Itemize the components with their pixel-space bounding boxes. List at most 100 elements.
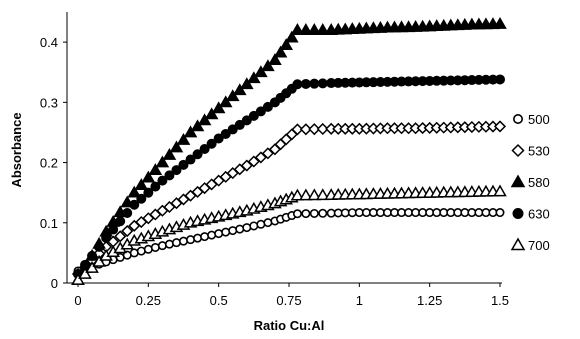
series-630-point: [185, 154, 196, 165]
series-580-point: [218, 95, 233, 108]
series-530-point: [254, 151, 267, 164]
series-580-point: [225, 89, 240, 102]
series-630-point: [136, 193, 147, 204]
series-630-point: [213, 133, 224, 144]
series-580-point: [268, 53, 282, 66]
series-580-point: [273, 45, 288, 58]
series-500-point: [193, 233, 203, 243]
series-580-point: [155, 155, 170, 168]
series-580-point: [232, 83, 247, 96]
series-500-point: [207, 230, 217, 240]
series-630-point: [178, 159, 189, 170]
series-700-point: [85, 260, 99, 273]
x-tick-label: 1.25: [417, 293, 442, 308]
series-580-point: [134, 178, 149, 191]
series-700-point: [493, 184, 507, 197]
series-530-point: [121, 224, 134, 238]
series-500-point: [301, 209, 311, 219]
legend-item: 630: [512, 207, 550, 222]
data-series: [71, 17, 507, 285]
series-500-point: [309, 208, 319, 218]
y-tick-label: 0.4: [40, 35, 58, 50]
series-500-point: [228, 226, 238, 236]
y-tick-label: 0.1: [40, 216, 58, 231]
series-630-point: [300, 78, 311, 89]
series-580-point: [148, 163, 163, 175]
series-630-point: [255, 106, 266, 117]
y-tick-labels: 0 0.1 0.2 0.3 0.4: [40, 35, 67, 291]
series-580-point: [176, 132, 191, 145]
series-530-point: [261, 147, 274, 160]
series-580-point: [197, 113, 212, 126]
series-530-point: [308, 123, 321, 136]
series-500-point: [221, 227, 231, 237]
y-tick-label: 0.2: [40, 156, 58, 171]
legend-marker: [511, 143, 525, 158]
series-630-point: [164, 170, 175, 181]
legend-label: 700: [528, 238, 550, 253]
series-630-point: [94, 241, 105, 252]
series-630-point: [495, 74, 505, 85]
legend-marker: [510, 174, 526, 188]
series-630-point: [234, 119, 245, 130]
series-530-point: [299, 123, 312, 136]
series-580-point: [240, 77, 254, 90]
series-630-point: [143, 187, 154, 198]
x-tick-label: 0.25: [136, 293, 161, 308]
series-500-point: [143, 244, 153, 254]
series-700-point: [290, 188, 305, 201]
series-630-point: [87, 250, 98, 261]
series-530-point: [493, 120, 507, 133]
series-580-point: [190, 119, 205, 132]
series-630-point: [157, 175, 168, 186]
legend-label: 500: [528, 112, 550, 127]
series-530-point: [240, 159, 253, 172]
y-tick-label: 0: [51, 276, 58, 291]
series-500-point: [136, 246, 146, 256]
series-630-point: [122, 207, 133, 218]
series-630-point: [309, 78, 320, 89]
series-580-point: [261, 59, 275, 72]
series-700-point: [299, 188, 313, 201]
series-630-point: [241, 115, 252, 126]
x-tick-label: 0.5: [210, 293, 228, 308]
series-580-point: [254, 65, 268, 78]
series-700-point: [78, 266, 92, 279]
series-630-point: [317, 78, 328, 89]
series-500-point: [249, 221, 259, 231]
y-axis-title: Absorbance: [9, 112, 24, 187]
series-630-point: [115, 216, 126, 227]
series-580-point: [247, 71, 261, 84]
series-580-point: [211, 101, 226, 114]
series-630-point: [108, 224, 119, 235]
series-700-point: [92, 254, 106, 267]
series-580-point: [204, 107, 219, 120]
legend: 500 530 580 630 700: [510, 112, 550, 253]
series-580-point: [162, 148, 177, 160]
series-500-point: [164, 239, 174, 249]
x-tick-labels: 0 0.25 0.5 0.75 1 1.25 1.5: [74, 283, 509, 308]
series-500-point: [292, 209, 302, 219]
series-630-point: [206, 138, 217, 149]
series-700-point: [71, 272, 85, 285]
x-tick-label: 0: [74, 293, 81, 308]
series-630-point: [129, 199, 140, 210]
series-500-point: [495, 208, 505, 218]
x-axis-title: Ratio Cu:Al: [254, 318, 325, 333]
series-630-point: [248, 110, 259, 121]
series-700: [71, 184, 507, 285]
x-tick-label: 1: [356, 293, 363, 308]
series-500-point: [318, 208, 328, 218]
series-530-point: [291, 123, 304, 136]
series-500-point: [186, 235, 196, 245]
series-630: [73, 74, 505, 279]
legend-item: 500: [512, 112, 550, 127]
series-580-point: [493, 17, 507, 29]
series-580-point: [183, 125, 198, 138]
legend-label: 580: [528, 175, 550, 190]
series-500-point: [179, 236, 189, 246]
series-630-point: [292, 79, 303, 90]
y-tick-label: 0.3: [40, 95, 58, 110]
series-700-point: [315, 188, 330, 201]
